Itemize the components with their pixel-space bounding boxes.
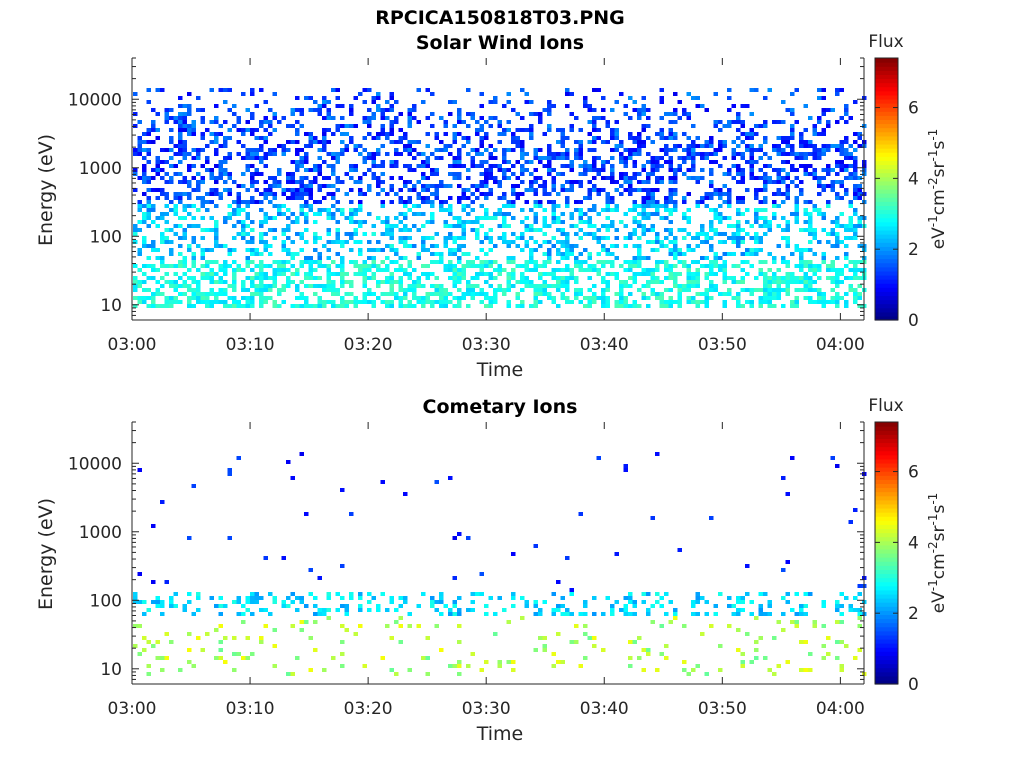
x-tick-label: 03:10 (226, 699, 275, 719)
x-tick-label: 03:00 (108, 699, 157, 719)
y-tick-label: 1000 (79, 159, 122, 179)
colorbar: 0 2 4 6 eV-1cm-2sr-1s-1 (874, 421, 949, 695)
figure-title: RPCICA150818T03.PNG (375, 7, 625, 29)
y-tick-label: 10 (100, 296, 122, 316)
colorbar-tick-label: 2 (908, 604, 919, 624)
spectrogram-area (133, 88, 867, 308)
cometary-panel: Cometary Ions 03:00 03:10 03:20 03:30 03:40 0… (35, 396, 949, 745)
x-tick-label: 03:50 (698, 699, 747, 719)
x-axis-label: Time (476, 359, 524, 381)
colorbar-tick-label: 0 (908, 311, 919, 331)
axes: 03:00 03:10 03:20 03:30 03:40 03:50 04:00 10 100… (68, 57, 865, 355)
y-tick-label: 100 (90, 591, 122, 611)
y-tick-label: 100 (90, 227, 122, 247)
colorbar-tick-label: 4 (908, 169, 919, 189)
axes: 03:00 03:10 03:20 03:30 03:40 03:50 04:00 10 100… (68, 421, 865, 719)
x-tick-label: 03:20 (344, 699, 393, 719)
colorbar-tick-label: 6 (908, 99, 919, 119)
solar-wind-panel: Solar Wind Ions 03:00 03:10 03:20 03:30 03:4… (35, 32, 949, 381)
panel-title: Cometary Ions (423, 396, 578, 418)
x-tick-label: 03:10 (226, 335, 275, 355)
x-tick-label: 03:50 (698, 335, 747, 355)
x-tick-label: 03:20 (344, 335, 393, 355)
x-tick-label: 04:00 (816, 699, 865, 719)
spectrogram-area (133, 452, 867, 676)
x-tick-label: 03:30 (462, 699, 511, 719)
colorbar-title: Flux (868, 32, 903, 52)
colorbar-tick-label: 0 (908, 675, 919, 695)
y-tick-label: 10000 (68, 454, 122, 474)
colorbar-tick-label: 4 (908, 533, 919, 553)
colorbar-tick-label: 6 (908, 463, 919, 483)
x-tick-label: 03:40 (580, 335, 629, 355)
x-axis-label: Time (476, 723, 524, 745)
x-tick-label: 03:00 (108, 335, 157, 355)
colorbar-title: Flux (868, 396, 903, 416)
x-tick-label: 04:00 (816, 335, 865, 355)
y-tick-label: 10 (100, 660, 122, 680)
y-tick-label: 10000 (68, 90, 122, 110)
y-axis-label: Energy (eV) (35, 498, 57, 610)
x-tick-label: 03:30 (462, 335, 511, 355)
x-tick-label: 03:40 (580, 699, 629, 719)
colorbar-unit-label: eV-1cm-2sr-1s-1 (926, 493, 949, 614)
colorbar: 0 2 4 6 eV-1cm-2sr-1s-1 (874, 57, 949, 331)
y-axis-label: Energy (eV) (35, 134, 57, 246)
y-tick-label: 1000 (79, 523, 122, 543)
panel-title: Solar Wind Ions (416, 32, 584, 54)
colorbar-unit-label: eV-1cm-2sr-1s-1 (926, 129, 949, 250)
colorbar-tick-label: 2 (908, 240, 919, 260)
